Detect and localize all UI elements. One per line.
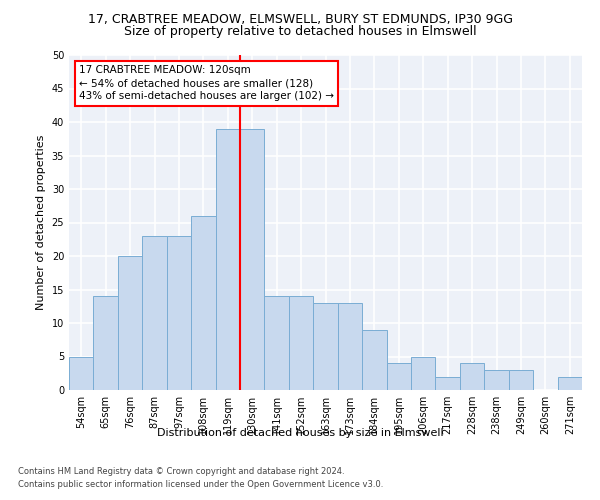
Bar — [289, 296, 313, 390]
Bar — [69, 356, 94, 390]
Text: Contains HM Land Registry data © Crown copyright and database right 2024.: Contains HM Land Registry data © Crown c… — [18, 468, 344, 476]
Bar — [411, 356, 436, 390]
Bar — [460, 363, 484, 390]
Bar — [313, 303, 338, 390]
Bar — [215, 128, 240, 390]
Bar — [240, 128, 265, 390]
Bar — [191, 216, 215, 390]
Text: Size of property relative to detached houses in Elmswell: Size of property relative to detached ho… — [124, 25, 476, 38]
Bar — [265, 296, 289, 390]
Bar — [509, 370, 533, 390]
Text: 17, CRABTREE MEADOW, ELMSWELL, BURY ST EDMUNDS, IP30 9GG: 17, CRABTREE MEADOW, ELMSWELL, BURY ST E… — [88, 12, 512, 26]
Bar — [436, 376, 460, 390]
Bar — [557, 376, 582, 390]
Bar — [362, 330, 386, 390]
Bar — [338, 303, 362, 390]
Bar — [118, 256, 142, 390]
Bar — [386, 363, 411, 390]
Text: Distribution of detached houses by size in Elmswell: Distribution of detached houses by size … — [157, 428, 443, 438]
Bar — [94, 296, 118, 390]
Text: Contains public sector information licensed under the Open Government Licence v3: Contains public sector information licen… — [18, 480, 383, 489]
Text: 17 CRABTREE MEADOW: 120sqm
← 54% of detached houses are smaller (128)
43% of sem: 17 CRABTREE MEADOW: 120sqm ← 54% of deta… — [79, 65, 334, 102]
Bar — [167, 236, 191, 390]
Y-axis label: Number of detached properties: Number of detached properties — [36, 135, 46, 310]
Bar — [484, 370, 509, 390]
Bar — [142, 236, 167, 390]
